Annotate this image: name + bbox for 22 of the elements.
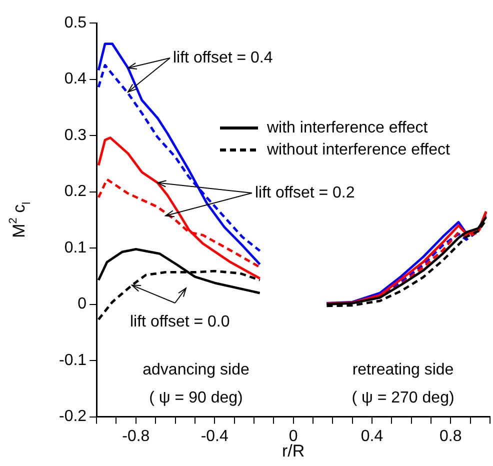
annotation: lift offset = 0.4 [173, 49, 273, 66]
y-tick-label: 0.4 [64, 70, 87, 88]
y-tick-label: 0.2 [64, 183, 87, 200]
y-tick-label: 0.3 [64, 126, 87, 144]
annotation: lift offset = 0.2 [255, 184, 355, 202]
legend-label: without interference effect [266, 141, 450, 158]
x-tick-label: 0.4 [360, 428, 384, 445]
y-tick-label: -0.2 [58, 408, 87, 426]
y-tick-label: -0.1 [58, 352, 87, 369]
y-tick-label: 0.5 [64, 14, 87, 32]
annotation: ( ψ = 270 deg) [352, 389, 454, 406]
y-tick-label: 0 [78, 296, 87, 313]
annotation: lift offset = 0.0 [130, 313, 230, 330]
x-tick-label: -0.8 [122, 428, 150, 445]
legend-label: with interference effect [266, 119, 428, 136]
annotation: ( ψ = 90 deg) [149, 389, 243, 406]
y-axis-title: M2 cl [7, 202, 33, 238]
annotation: retreating side [352, 361, 454, 378]
x-tick-label: 0.8 [440, 428, 462, 445]
y-tick-label: 0.1 [64, 239, 87, 256]
x-tick-label: -0.4 [200, 428, 228, 445]
annotation: advancing side [142, 361, 250, 378]
